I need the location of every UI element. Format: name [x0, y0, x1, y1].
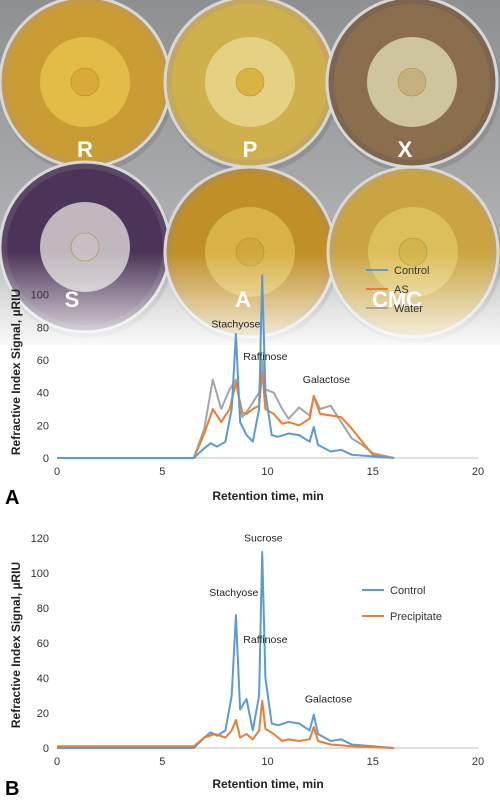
legend-label: Water [394, 303, 423, 315]
x-tick-label: 5 [159, 466, 165, 478]
y-axis-title-a: Refractive Index Signal, µRIU [9, 289, 23, 455]
annotation-raffinose: Raffinose [243, 634, 287, 646]
plate-well [235, 67, 265, 97]
y-ticks-b: 0 20 40 60 80 100 120 [31, 533, 49, 755]
x-tick-label: 20 [472, 466, 484, 478]
plate-label: R [77, 137, 93, 162]
y-tick-label: 60 [37, 355, 49, 367]
legend-label: Control [394, 265, 429, 277]
panel-letter-a: A [5, 487, 19, 509]
annotation-stachyose: Stachyose [211, 318, 260, 330]
y-ticks-a: 0 20 40 60 80 100 [31, 290, 49, 465]
series-line-as [57, 370, 394, 459]
y-tick-label: 0 [43, 453, 49, 465]
y-tick-label: 40 [37, 388, 49, 400]
x-axis-title-b: Retention time, min [212, 777, 323, 791]
x-tick-label: 15 [367, 756, 379, 768]
x-tick-label: 0 [54, 466, 60, 478]
y-tick-label: 120 [31, 533, 49, 545]
annotation-galactose: Galactose [305, 694, 352, 706]
plate-x: X [325, 0, 500, 173]
plate-p: P [163, 0, 339, 173]
legend-label: AS [394, 284, 409, 296]
y-tick-label: 0 [43, 743, 49, 755]
series-line-control [57, 274, 394, 459]
series-lines-a [57, 274, 395, 459]
y-tick-label: 60 [37, 638, 49, 650]
plate-well [70, 67, 100, 97]
annotation-stachyose: Stachyose [209, 587, 258, 599]
y-tick-label: 80 [37, 322, 49, 334]
x-tick-label: 15 [367, 466, 379, 478]
annotation-raffinose: Raffinose [243, 351, 287, 363]
y-axis-title-b: Refractive Index Signal, µRIU [9, 562, 23, 728]
y-tick-label: 20 [37, 420, 49, 432]
x-tick-label: 0 [54, 756, 60, 768]
chart-panel-b: Refractive Index Signal, µRIU Retention … [5, 533, 484, 800]
y-tick-label: 100 [31, 568, 49, 580]
legend-b: Control Precipitate [362, 585, 442, 623]
y-tick-label: 100 [31, 290, 49, 302]
y-tick-label: 40 [37, 673, 49, 685]
x-tick-label: 20 [472, 756, 484, 768]
annotations-a: Stachyose Raffinose Galactose [211, 318, 350, 386]
x-tick-label: 5 [159, 756, 165, 768]
series-line-control [57, 551, 394, 749]
series-lines-b [57, 551, 394, 749]
plate-label: X [398, 137, 413, 162]
plate-label: P [243, 137, 258, 162]
x-axis-title-a: Retention time, min [212, 489, 323, 503]
legend-a: Control AS Water [366, 265, 429, 315]
plates-photo: RPXSACMC [0, 0, 500, 345]
series-line-water [57, 359, 395, 459]
y-tick-label: 80 [37, 603, 49, 615]
series-line-precipitate [57, 699, 394, 749]
plate-r: R [0, 0, 174, 173]
panel-letter-b: B [5, 778, 19, 800]
y-tick-label: 20 [37, 708, 49, 720]
legend-label: Precipitate [390, 611, 442, 623]
x-ticks-a: 0 5 10 15 20 [54, 466, 484, 478]
annotation-galactose: Galactose [303, 374, 350, 386]
chart-panel-a: Refractive Index Signal, µRIU Retention … [5, 265, 484, 509]
plate-well [397, 67, 427, 97]
x-ticks-b: 0 5 10 15 20 [54, 756, 484, 768]
annotation-sucrose: Sucrose [244, 533, 283, 545]
legend-label: Control [390, 585, 425, 597]
photo-fade [0, 252, 500, 345]
annotations-b: Sucrose Stachyose Raffinose Galactose [209, 533, 352, 706]
x-tick-label: 10 [261, 466, 273, 478]
x-tick-label: 10 [261, 756, 273, 768]
